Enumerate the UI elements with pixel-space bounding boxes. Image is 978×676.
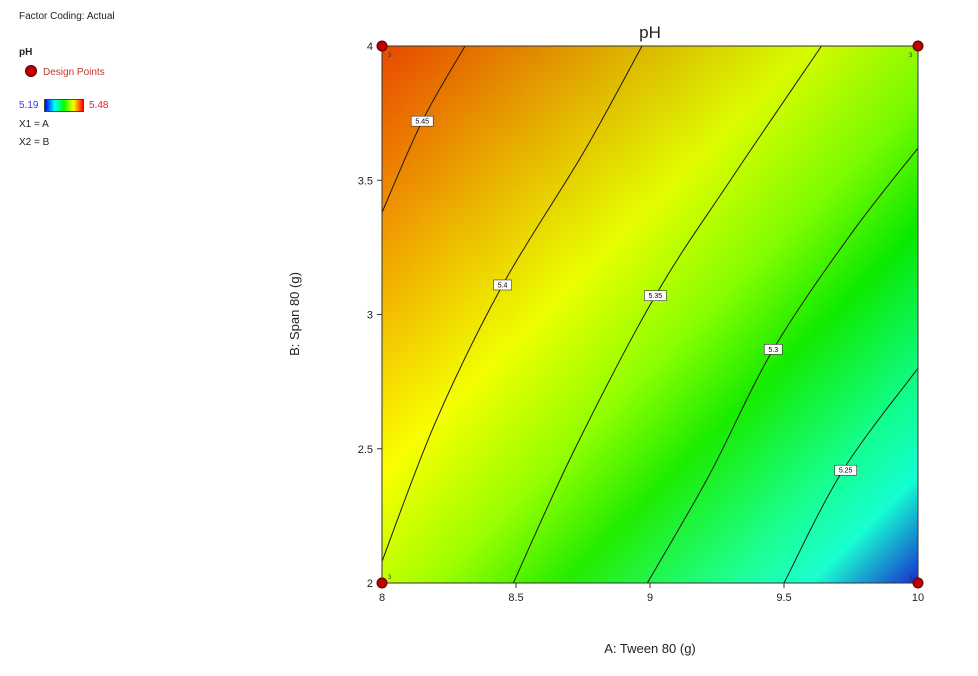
design-points: 3 3 3 3 xyxy=(376,40,924,589)
design-point xyxy=(912,577,924,589)
y-tick-label: 2 xyxy=(367,578,373,590)
contour-label: 5.45 xyxy=(410,115,434,127)
contour-fill-overlay xyxy=(382,46,918,583)
design-point xyxy=(376,40,388,52)
colorbar xyxy=(44,99,84,112)
contour-label: 5.35 xyxy=(644,290,667,302)
response-name: pH xyxy=(19,47,33,58)
colorbar-min-label: 5.19 xyxy=(19,100,39,111)
contour-label: 5.3 xyxy=(763,344,783,355)
svg-text:5.45: 5.45 xyxy=(415,119,429,126)
y-axis-label: B: Span 80 (g) xyxy=(287,272,302,356)
contour-labels: 5.45 5.4 5.35 5.3 5.25 xyxy=(410,115,857,476)
x2-definition: X2 = B xyxy=(19,137,50,148)
design-points-legend: Design Points xyxy=(25,65,105,80)
x-axis-label: A: Tween 80 (g) xyxy=(604,641,696,656)
colorbar-max-label: 5.48 xyxy=(89,100,109,111)
design-point-replicate-label: 3 xyxy=(909,575,913,581)
contour-label: 5.4 xyxy=(493,279,512,291)
contour-label: 5.25 xyxy=(834,464,857,476)
svg-text:5.4: 5.4 xyxy=(498,282,508,289)
design-point xyxy=(376,577,388,589)
x-tick-label: 8.5 xyxy=(508,592,523,604)
design-point-replicate-label: 3 xyxy=(909,53,913,59)
x1-definition: X1 = A xyxy=(19,119,49,130)
x-tick-label: 9 xyxy=(647,592,653,604)
design-point-replicate-label: 3 xyxy=(388,53,392,59)
axis-ticks: 8 8.5 9 9.5 10 2 2.5 3 3.5 4 xyxy=(358,41,924,604)
svg-text:5.3: 5.3 xyxy=(768,347,778,354)
design-point-replicate-label: 3 xyxy=(388,575,392,581)
y-tick-label: 4 xyxy=(367,41,373,53)
y-tick-label: 3.5 xyxy=(358,175,373,187)
chart-title: pH xyxy=(639,23,661,42)
y-tick-label: 3 xyxy=(367,310,373,322)
design-point xyxy=(912,40,924,52)
factor-coding-label: Factor Coding: Actual xyxy=(19,11,115,22)
x-tick-label: 9.5 xyxy=(776,592,791,604)
x-tick-label: 8 xyxy=(379,592,385,604)
svg-text:5.25: 5.25 xyxy=(839,468,853,475)
design-point-marker-icon xyxy=(25,65,37,77)
design-points-label: Design Points xyxy=(43,67,105,78)
svg-text:5.35: 5.35 xyxy=(649,293,663,300)
y-tick-label: 2.5 xyxy=(358,444,373,456)
x-tick-label: 10 xyxy=(912,592,924,604)
